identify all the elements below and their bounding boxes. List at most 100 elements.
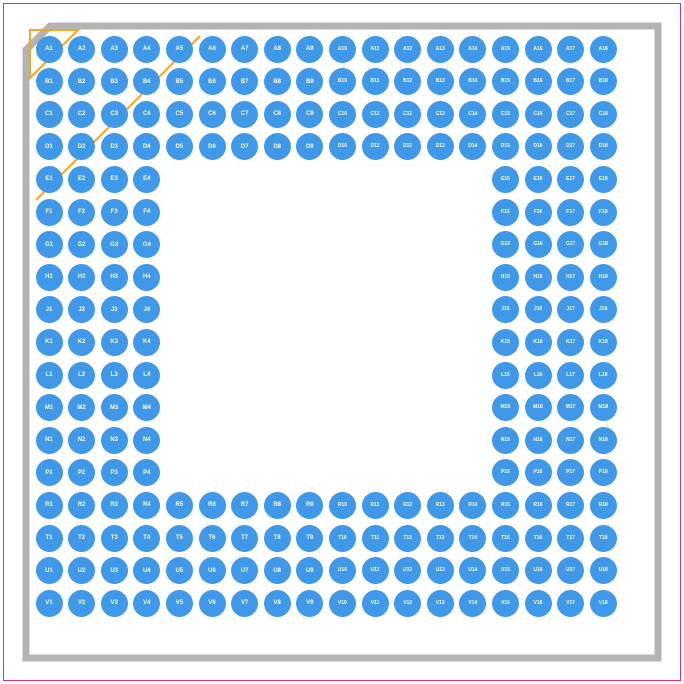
bga-pad: R15 — [492, 492, 519, 519]
bga-pad: D5 — [166, 133, 193, 160]
bga-pad: B2 — [68, 68, 95, 95]
bga-pad: A12 — [394, 36, 421, 63]
bga-pad: G16 — [525, 231, 552, 258]
bga-pad: T18 — [590, 525, 617, 552]
bga-pad: R6 — [199, 492, 226, 519]
bga-pad: M16 — [525, 394, 552, 421]
bga-pad: T13 — [427, 525, 454, 552]
bga-pad: P3 — [101, 459, 128, 486]
bga-pad: N16 — [525, 427, 552, 454]
bga-pad: K3 — [101, 329, 128, 356]
bga-pad: U7 — [231, 557, 258, 584]
bga-pad: U10 — [329, 557, 356, 584]
bga-pad: N3 — [101, 427, 128, 454]
bga-pad: V8 — [264, 590, 291, 617]
bga-pad: V6 — [199, 590, 226, 617]
bga-pad: D15 — [492, 133, 519, 160]
bga-pad: R1 — [36, 492, 63, 519]
bga-pad: D10 — [329, 133, 356, 160]
bga-pad: V18 — [590, 590, 617, 617]
bga-pad: E18 — [590, 166, 617, 193]
bga-pad: T11 — [362, 525, 389, 552]
bga-pad: R8 — [264, 492, 291, 519]
bga-pad: R2 — [68, 492, 95, 519]
bga-pad: D3 — [101, 133, 128, 160]
bga-pad: L1 — [36, 362, 63, 389]
bga-pad: U13 — [427, 557, 454, 584]
bga-pad: F15 — [492, 199, 519, 226]
bga-pad: C17 — [557, 101, 584, 128]
bga-pad: V9 — [296, 590, 323, 617]
bga-pad: K1 — [36, 329, 63, 356]
bga-pad: B7 — [231, 68, 258, 95]
bga-pad: U6 — [199, 557, 226, 584]
bga-pad: A16 — [525, 36, 552, 63]
bga-pad: E17 — [557, 166, 584, 193]
bga-pad: H2 — [68, 264, 95, 291]
bga-pad: V1 — [36, 590, 63, 617]
bga-pad: V14 — [459, 590, 486, 617]
bga-pad: L4 — [133, 362, 160, 389]
bga-pad: R3 — [101, 492, 128, 519]
bga-pad: H4 — [133, 264, 160, 291]
bga-pad: V2 — [68, 590, 95, 617]
bga-pad: U15 — [492, 557, 519, 584]
bga-pad: E1 — [36, 166, 63, 193]
bga-pad: U18 — [590, 557, 617, 584]
bga-pad: T17 — [557, 525, 584, 552]
bga-pad: D18 — [590, 133, 617, 160]
bga-pad: A18 — [590, 36, 617, 63]
bga-pad: V17 — [557, 590, 584, 617]
bga-pad: H18 — [590, 264, 617, 291]
bga-pad: T9 — [296, 525, 323, 552]
bga-pad: N17 — [557, 427, 584, 454]
bga-pad: K15 — [492, 329, 519, 356]
bga-pad: L18 — [590, 362, 617, 389]
bga-pad: C9 — [296, 101, 323, 128]
bga-pad: J3 — [101, 296, 128, 323]
bga-pad: M15 — [492, 394, 519, 421]
bga-pad: A13 — [427, 36, 454, 63]
bga-pad: B11 — [362, 68, 389, 95]
bga-pad: T1 — [36, 525, 63, 552]
bga-pad: D11 — [362, 133, 389, 160]
bga-pad: F17 — [557, 199, 584, 226]
bga-pad: T4 — [133, 525, 160, 552]
bga-pad: K2 — [68, 329, 95, 356]
bga-pad: R14 — [459, 492, 486, 519]
bga-pad: C15 — [492, 101, 519, 128]
bga-pad: G1 — [36, 231, 63, 258]
bga-pad: F18 — [590, 199, 617, 226]
bga-pad: R10 — [329, 492, 356, 519]
bga-pad: L2 — [68, 362, 95, 389]
bga-pad: T8 — [264, 525, 291, 552]
bga-pad: E2 — [68, 166, 95, 193]
bga-pad: T16 — [525, 525, 552, 552]
bga-pad: A6 — [199, 36, 226, 63]
bga-pad: A9 — [296, 36, 323, 63]
bga-pad: R17 — [557, 492, 584, 519]
bga-pad: C8 — [264, 101, 291, 128]
bga-pad: A1 — [36, 36, 63, 63]
bga-pad: K17 — [557, 329, 584, 356]
bga-pad: B13 — [427, 68, 454, 95]
bga-pad: H16 — [525, 264, 552, 291]
bga-pad: U2 — [68, 557, 95, 584]
bga-pad: E3 — [101, 166, 128, 193]
bga-pad: T3 — [101, 525, 128, 552]
bga-pad: G2 — [68, 231, 95, 258]
bga-pad: E4 — [133, 166, 160, 193]
bga-pad: K18 — [590, 329, 617, 356]
bga-pad: A8 — [264, 36, 291, 63]
bga-pad: P16 — [525, 459, 552, 486]
bga-pad: C2 — [68, 101, 95, 128]
bga-pad: U5 — [166, 557, 193, 584]
bga-pad: K16 — [525, 329, 552, 356]
bga-pad: B6 — [199, 68, 226, 95]
bga-pad: C16 — [525, 101, 552, 128]
bga-pad: D8 — [264, 133, 291, 160]
bga-pad: P1 — [36, 459, 63, 486]
bga-pad: K4 — [133, 329, 160, 356]
bga-pad: C5 — [166, 101, 193, 128]
bga-pad: B1 — [36, 68, 63, 95]
